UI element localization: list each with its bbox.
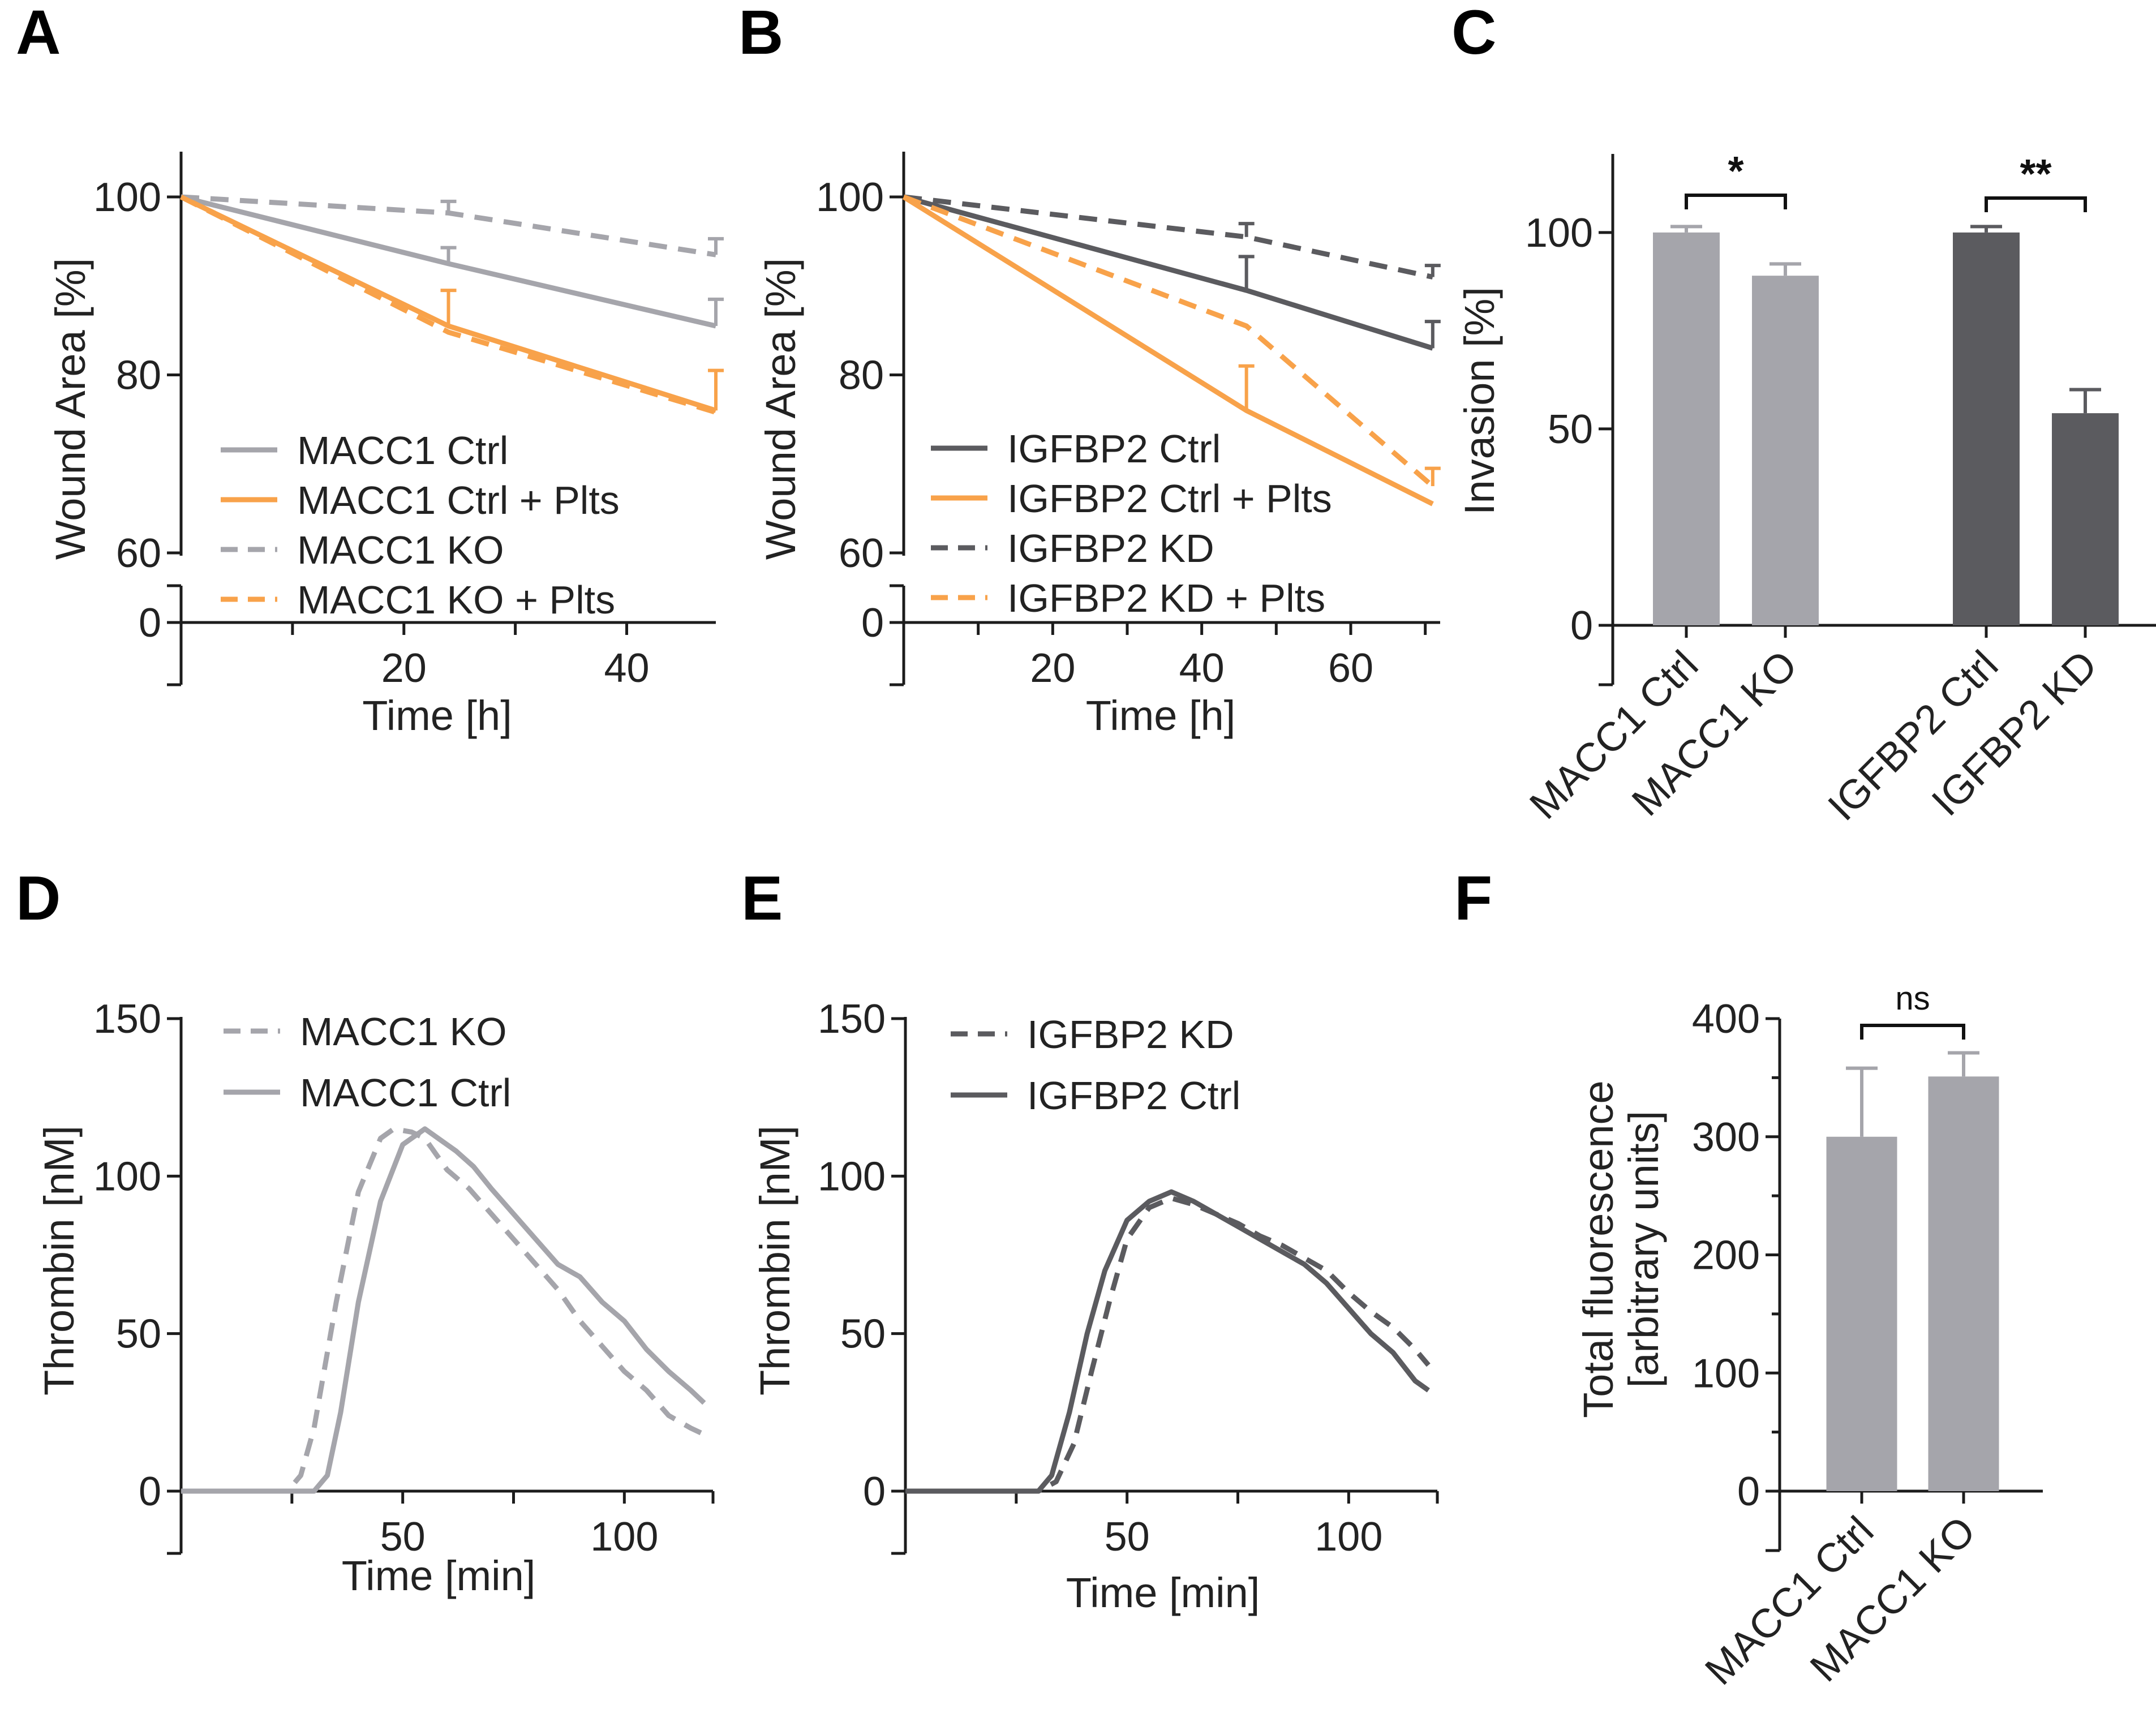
y-axis-label-line-1: [arbitrary units] (1620, 1111, 1667, 1388)
y-tick-label: 60 (116, 531, 161, 576)
x-axis-label: Time [min] (1066, 1569, 1260, 1616)
panel-letter-c: C (1451, 0, 1496, 67)
y-tick-label: 50 (1548, 407, 1593, 452)
y-tick-label: 60 (839, 531, 884, 576)
legend-label-1: IGFBP2 Ctrl (1027, 1074, 1240, 1118)
y-tick-label: 0 (1737, 1469, 1760, 1514)
x-tick-label: 40 (604, 646, 649, 691)
y-tick-label: 150 (93, 997, 161, 1042)
y-tick-label-zero: 0 (139, 600, 161, 646)
y-tick-label: 50 (840, 1312, 886, 1357)
y-axis-label: Wound Area [%] (757, 258, 804, 560)
significance-bracket-0 (1685, 194, 1787, 209)
series-line-3 (179, 194, 717, 415)
legend-label-1: IGFBP2 Ctrl + Plts (1007, 476, 1332, 521)
panel-letter-d: D (16, 864, 61, 933)
y-tick-label: 0 (863, 1469, 886, 1514)
y-tick-label-zero: 0 (861, 600, 884, 646)
y-axis-label: Wound Area [%] (47, 258, 94, 560)
legend-label-3: MACC1 KO + Plts (297, 578, 615, 622)
panel-b-wound-chart: 60 80 100 0 20 40 60 Time [h] Wound Area [%] IGFB… (757, 152, 1441, 739)
bar-1 (1928, 1076, 1999, 1491)
x-axis-label: Time [h] (362, 692, 512, 739)
panel-letter-b: B (738, 0, 783, 67)
y-tick-label: 100 (816, 175, 884, 220)
x-tick-label: 50 (380, 1514, 426, 1560)
series-line-2 (903, 194, 1433, 280)
legend-label-3: IGFBP2 KD + Plts (1007, 576, 1325, 620)
legend-label-0: MACC1 Ctrl (297, 428, 508, 473)
panel-f-fluorescence-chart: 0 100 200 300 400 Total fluorescence[arbitrar… (1575, 980, 2043, 1694)
legend-label-1: MACC1 Ctrl + Plts (297, 478, 620, 522)
y-tick-label: 100 (1525, 211, 1593, 256)
y-axis-label: Thrombin [nM] (751, 1126, 798, 1395)
bar-2 (1953, 232, 2020, 625)
series-line-0 (903, 194, 1434, 351)
x-tick-label: 60 (1328, 646, 1373, 691)
y-tick-label: 100 (1692, 1351, 1760, 1396)
series-line-0 (905, 1195, 1431, 1494)
significance-bracket-1 (1985, 196, 2087, 212)
y-axis-label-line-0: Total fluorescence (1575, 1080, 1622, 1418)
significance-bracket-0 (1860, 1024, 1965, 1040)
legend-label-2: IGFBP2 KD (1007, 526, 1214, 570)
x-axis-label: Time [h] (1086, 692, 1236, 739)
x-tick-label: 40 (1179, 646, 1225, 691)
y-tick-label: 0 (1570, 603, 1593, 649)
series-line-1 (181, 1126, 706, 1494)
panel-letter-f: F (1454, 864, 1492, 933)
legend-label-0: IGFBP2 KD (1027, 1012, 1234, 1057)
x-tick-label: 100 (590, 1514, 658, 1560)
x-axis-label: Time [min] (342, 1552, 536, 1599)
y-tick-label: 80 (839, 353, 884, 398)
x-tick-label: 100 (1315, 1514, 1382, 1560)
panel-e-thrombin-chart: 0 50 100 150 50 100 Time [min] Thrombin [nM] IGF… (751, 997, 1439, 1616)
bar-3 (2052, 413, 2119, 625)
legend-label-0: MACC1 KO (300, 1010, 507, 1054)
panel-d-thrombin-chart: 0 50 100 150 50 100 Time [min] Thrombin [nM] MAC… (36, 997, 715, 1599)
panel-letter-e: E (741, 864, 783, 933)
series-line-3 (903, 194, 1435, 488)
series-line-1 (905, 1189, 1430, 1494)
y-tick-label: 300 (1692, 1115, 1760, 1160)
significance-label-0: ns (1895, 980, 1930, 1017)
legend-label-1: MACC1 Ctrl (300, 1071, 511, 1115)
y-tick-label: 400 (1692, 997, 1760, 1042)
y-axis-label: Invasion [%] (1456, 287, 1503, 515)
y-tick-label: 0 (139, 1469, 161, 1514)
y-tick-label: 100 (818, 1154, 886, 1199)
panel-letter-a: A (16, 0, 61, 67)
y-tick-label: 200 (1692, 1233, 1760, 1278)
x-tick-label: 50 (1105, 1514, 1150, 1560)
y-tick-label: 80 (116, 353, 161, 398)
y-tick-label: 150 (818, 997, 886, 1042)
category-label-2: IGFBP2 Ctrl (1819, 642, 2007, 830)
y-tick-label: 50 (116, 1312, 161, 1357)
y-axis-label: Thrombin [nM] (36, 1126, 83, 1395)
panel-a-wound-chart: 60 80 100 0 20 40 Time [h] Wound Area [%] MACC1 … (47, 152, 724, 739)
bar-1 (1752, 276, 1819, 626)
legend-label-2: MACC1 KO (297, 528, 504, 572)
series-line-0 (181, 1126, 706, 1494)
y-tick-label: 100 (93, 175, 161, 220)
significance-label-1: ** (2020, 152, 2051, 197)
x-tick-label: 20 (381, 646, 427, 691)
bar-0 (1653, 232, 1720, 625)
x-tick-label: 20 (1030, 646, 1075, 691)
y-tick-label: 100 (93, 1154, 161, 1199)
legend-label-0: IGFBP2 Ctrl (1007, 427, 1221, 471)
bar-0 (1826, 1136, 1897, 1491)
significance-label-0: * (1728, 149, 1743, 194)
